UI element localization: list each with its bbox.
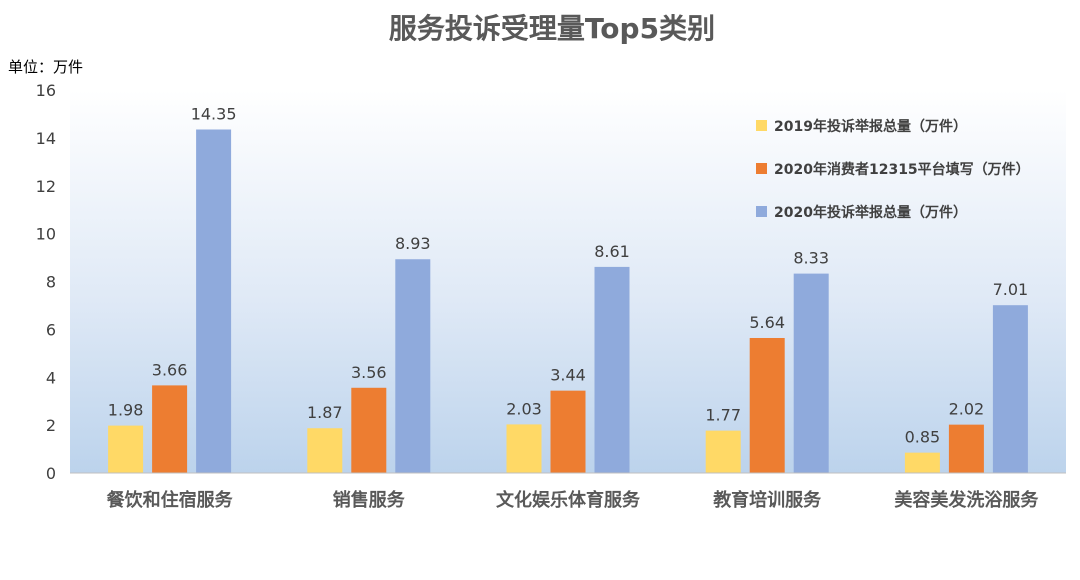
legend-label: 2020年消费者12315平台填写（万件） — [774, 161, 1030, 178]
data-label: 1.98 — [108, 401, 144, 420]
bar — [594, 266, 630, 473]
bar — [506, 424, 542, 473]
legend-swatch — [756, 163, 767, 174]
bar — [904, 452, 940, 473]
data-labels-group: 1.98 3.66 14.35 1.87 3.56 8.93 2.03 3.44 8.61 1.7… — [108, 104, 1028, 446]
data-label: 3.56 — [351, 363, 387, 382]
x-category-label: 教育培训服务 — [713, 489, 822, 511]
x-category-label: 文化娱乐体育服务 — [496, 489, 641, 511]
data-label: 1.77 — [705, 406, 741, 425]
bar — [705, 430, 741, 473]
x-category-label: 销售服务 — [333, 489, 406, 511]
bar — [108, 425, 144, 473]
unit-label: 单位：万件 — [8, 58, 83, 76]
data-label: 5.64 — [749, 313, 785, 332]
bar — [152, 385, 188, 473]
y-tick-label: 4 — [46, 368, 56, 387]
bar — [395, 259, 431, 473]
y-tick-label: 2 — [46, 416, 56, 435]
bar — [749, 337, 785, 473]
bar — [948, 424, 984, 473]
data-label: 8.33 — [793, 249, 829, 268]
data-label: 0.85 — [905, 428, 941, 447]
bar — [307, 428, 343, 473]
y-tick-label: 14 — [36, 129, 56, 148]
x-category-label: 餐饮和住宿服务 — [106, 489, 234, 511]
y-axis: 0 2 4 6 8 10 12 14 16 — [36, 81, 56, 483]
data-label: 1.87 — [307, 403, 343, 422]
data-label: 2.03 — [506, 399, 542, 418]
bar — [550, 390, 586, 473]
y-tick-label: 8 — [46, 273, 56, 292]
bar — [793, 273, 829, 473]
data-label: 2.02 — [949, 400, 985, 419]
legend-swatch — [756, 206, 767, 217]
legend: 2019年投诉举报总量（万件） 2020年消费者12315平台填写（万件） 2020… — [756, 118, 1030, 221]
y-tick-label: 6 — [46, 320, 56, 339]
legend-label: 2019年投诉举报总量（万件） — [774, 118, 967, 135]
bar — [196, 129, 232, 473]
data-label: 3.44 — [550, 366, 586, 385]
y-tick-label: 0 — [46, 464, 56, 483]
y-tick-label: 16 — [36, 81, 56, 100]
chart-title: 服务投诉受理量Top5类别 — [389, 12, 715, 45]
y-tick-label: 12 — [36, 177, 56, 196]
legend-label: 2020年投诉举报总量（万件） — [774, 204, 967, 221]
data-label: 8.61 — [594, 242, 630, 261]
bars-group — [108, 129, 1028, 473]
y-tick-label: 10 — [36, 225, 56, 244]
data-label: 14.35 — [191, 104, 237, 123]
bar — [351, 387, 387, 473]
legend-swatch — [756, 120, 767, 131]
x-category-label: 美容美发洗浴服务 — [894, 489, 1039, 511]
bar — [992, 305, 1028, 473]
x-axis: 餐饮和住宿服务 销售服务 文化娱乐体育服务 教育培训服务 美容美发洗浴服务 — [70, 472, 1066, 511]
data-label: 8.93 — [395, 234, 431, 253]
data-label: 7.01 — [993, 280, 1029, 299]
data-label: 3.66 — [152, 360, 188, 379]
